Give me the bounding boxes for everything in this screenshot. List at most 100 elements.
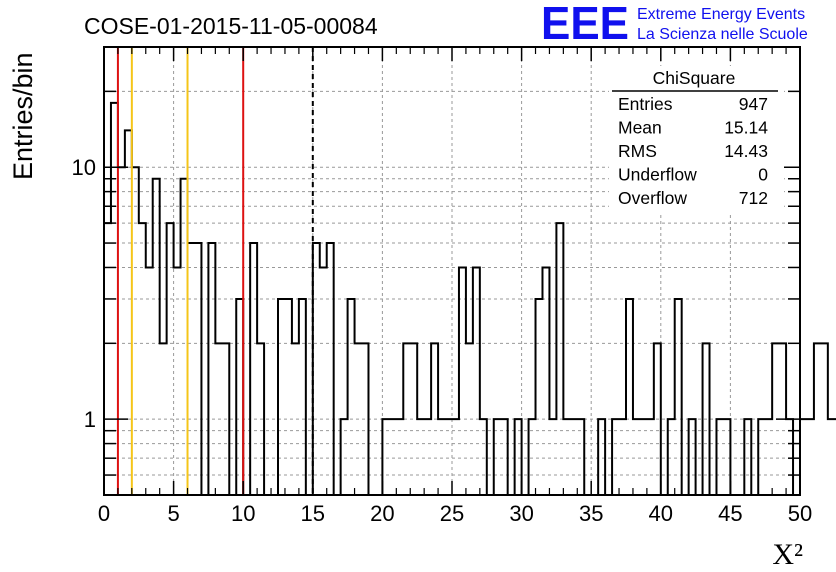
- histogram-bin: [389, 419, 396, 495]
- histogram-bin: [236, 299, 243, 495]
- histogram-bin: [132, 167, 139, 495]
- brand-line-1: Extreme Energy Events: [637, 6, 805, 23]
- histogram-bin: [654, 343, 661, 495]
- eee-logo: EEE: [541, 0, 629, 49]
- stats-box: ChiSquare Entries 947 Mean 15.14 RMS 14.43 Und…: [609, 66, 784, 214]
- histogram-bin: [612, 419, 619, 495]
- histogram-bin: [215, 343, 222, 495]
- stats-label: Entries: [618, 94, 673, 114]
- x-tick-label: 35: [579, 501, 603, 526]
- histogram-bin: [194, 243, 201, 495]
- histogram-bin: [208, 243, 215, 495]
- x-tick-label: 0: [98, 501, 110, 526]
- histogram-bin: [118, 167, 125, 495]
- histogram-bin: [320, 267, 327, 495]
- stats-value: 947: [739, 94, 768, 114]
- histogram-bin: [438, 419, 445, 495]
- histogram-bin: [188, 243, 195, 495]
- histogram-bin: [174, 267, 181, 495]
- histogram-bin: [452, 419, 459, 495]
- histogram-bin: [382, 419, 389, 495]
- histogram-bin: [459, 267, 466, 495]
- y-tick-label: 1: [84, 407, 96, 432]
- histogram-bin: [466, 343, 473, 495]
- histogram-bin: [480, 419, 487, 495]
- histogram-bin: [501, 419, 508, 495]
- histogram-bin: [529, 419, 536, 495]
- histogram-bin: [556, 223, 563, 495]
- x-tick-label: 50: [788, 501, 812, 526]
- x-tick-label: 10: [231, 501, 255, 526]
- histogram-bin: [139, 223, 146, 495]
- y-axis-label: Entries/bin: [8, 52, 38, 180]
- x-axis-label: X²: [772, 538, 803, 571]
- x-tick-label: 45: [718, 501, 742, 526]
- histogram-bin: [278, 299, 285, 495]
- stats-label: Mean: [618, 118, 662, 138]
- histogram-bin: [222, 343, 229, 495]
- histogram-bin: [494, 419, 501, 495]
- histogram-bin: [410, 343, 417, 495]
- histogram-bin: [716, 419, 723, 495]
- histogram-bin: [250, 243, 257, 495]
- stats-label: Overflow: [618, 188, 687, 208]
- stats-value: 712: [739, 188, 768, 208]
- x-tick-label: 5: [167, 501, 179, 526]
- stats-value: 0: [758, 165, 768, 185]
- histogram-bin: [104, 223, 111, 495]
- histogram-bin: [828, 419, 835, 495]
- histogram-bin: [744, 419, 751, 495]
- histogram-bin: [536, 299, 543, 495]
- histogram-bin: [758, 419, 765, 495]
- tick-labels: 0 5 10 15 20 25 30 35 40 45 50 1 10: [72, 155, 813, 526]
- y-tick-label: 10: [72, 155, 96, 180]
- histogram-bin: [396, 419, 403, 495]
- histogram-bin: [647, 419, 654, 495]
- histogram-bin: [146, 267, 153, 495]
- histogram-bin: [668, 419, 675, 495]
- histogram-bin: [577, 419, 584, 495]
- histogram-bin: [640, 419, 647, 495]
- brand-line-2: La Scienza nelle Scuole: [637, 26, 808, 43]
- histogram-bin: [570, 419, 577, 495]
- histogram-bin: [125, 130, 132, 495]
- histogram-bin: [542, 267, 549, 495]
- stats-value: 15.14: [724, 118, 768, 138]
- plot-frame: [103, 46, 801, 496]
- histogram-bin: [563, 419, 570, 495]
- x-tick-label: 15: [301, 501, 325, 526]
- histogram-bin: [417, 419, 424, 495]
- stats-label: RMS: [618, 141, 657, 161]
- histogram-bin: [299, 299, 306, 495]
- axis-ticks: [103, 46, 801, 496]
- histogram-bin: [515, 419, 522, 495]
- x-tick-label: 40: [649, 501, 673, 526]
- run-title: COSE-01-2015-11-05-00084: [84, 13, 378, 39]
- histogram-bin: [327, 243, 334, 495]
- histogram-bin: [431, 343, 438, 495]
- histogram-bin: [341, 419, 348, 495]
- histogram-bin: [723, 419, 730, 495]
- histogram-bin: [800, 419, 807, 495]
- histogram-bin: [257, 343, 264, 495]
- histogram-bin: [355, 343, 362, 495]
- histogram-bin: [675, 299, 682, 495]
- histogram-bin: [362, 343, 369, 495]
- histogram-bin: [598, 419, 605, 495]
- threshold-lines: [116, 47, 314, 495]
- histogram-bin: [633, 419, 640, 495]
- histogram-bin: [626, 299, 633, 495]
- histogram-bin: [285, 299, 292, 495]
- x-tick-label: 20: [370, 501, 394, 526]
- histogram-bin: [348, 299, 355, 495]
- histogram-bin: [549, 419, 556, 495]
- x-tick-label: 30: [509, 501, 533, 526]
- stats-value: 14.43: [724, 141, 768, 161]
- histogram-bin: [445, 419, 452, 495]
- histogram-bin: [292, 343, 299, 495]
- histogram-bin: [313, 243, 320, 495]
- histogram-bin: [689, 419, 696, 495]
- histogram-bin: [160, 343, 167, 495]
- histogram-bin: [765, 419, 772, 495]
